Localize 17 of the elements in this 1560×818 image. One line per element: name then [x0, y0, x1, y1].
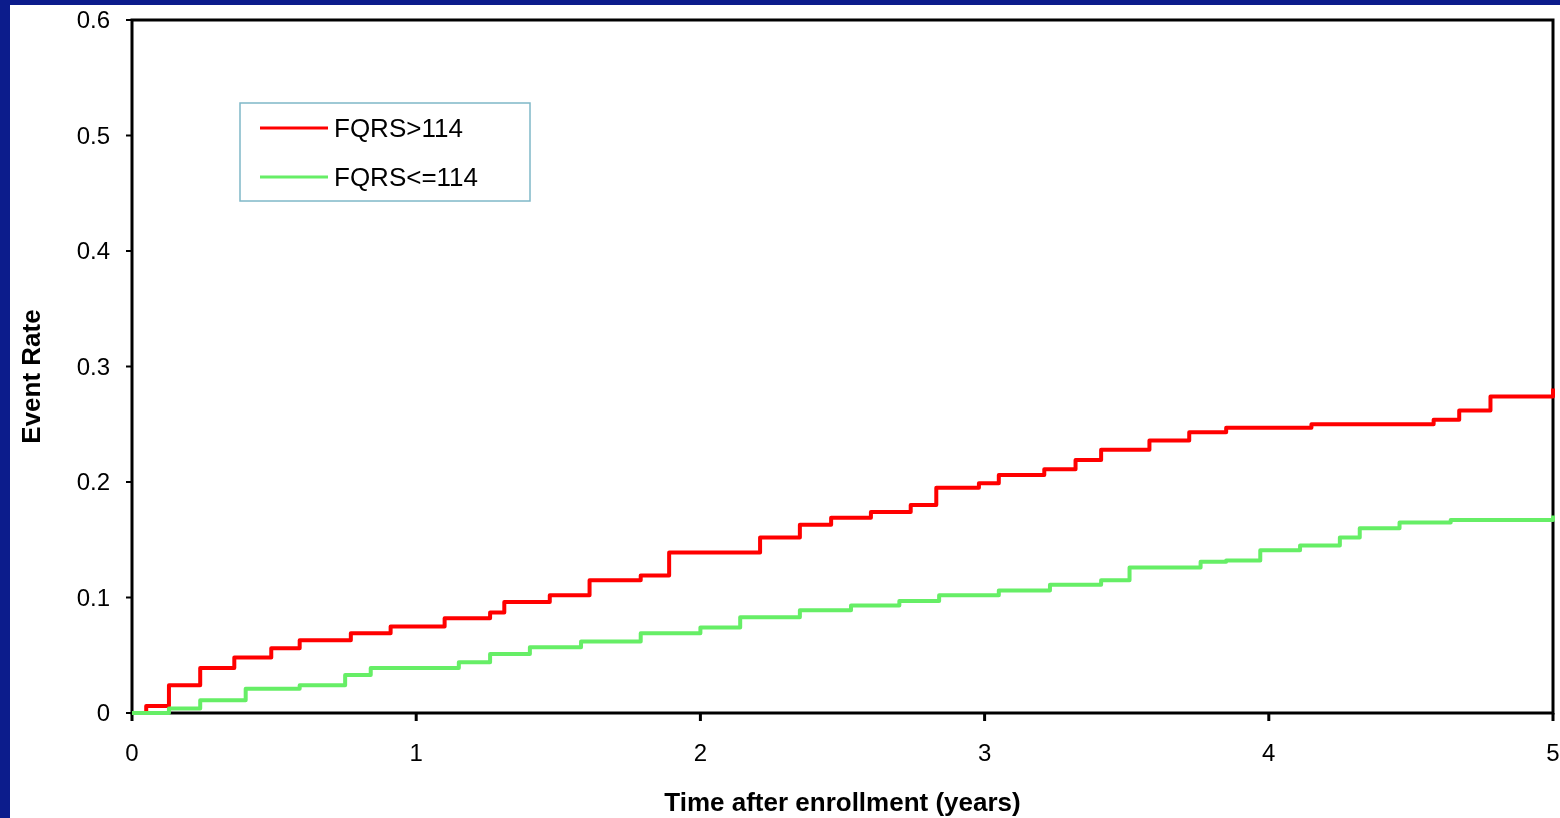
x-tick-label: 5: [1546, 739, 1560, 766]
y-tick-label: 0.1: [76, 583, 110, 611]
y-tick-label: 0.6: [76, 6, 110, 34]
y-axis-title: Event Rate: [16, 309, 46, 444]
x-tick-label: 3: [977, 739, 992, 766]
x-tick-label: 2: [693, 739, 708, 766]
x-tick-label: 4: [1262, 739, 1276, 766]
y-tick-label: 0.4: [76, 237, 110, 265]
y-tick-label: 0.2: [76, 468, 110, 496]
legend-label: FQRS>114: [334, 113, 463, 144]
x-tick-label: 0: [125, 739, 139, 766]
x-tick-label: 1: [409, 739, 423, 766]
legend-label: FQRS<=114: [334, 162, 479, 193]
y-tick-label: 0.5: [76, 121, 110, 149]
y-tick-label: 0: [96, 699, 110, 727]
y-tick-label: 0.3: [76, 352, 110, 380]
x-axis-title: Time after enrollment (years): [664, 787, 1021, 817]
